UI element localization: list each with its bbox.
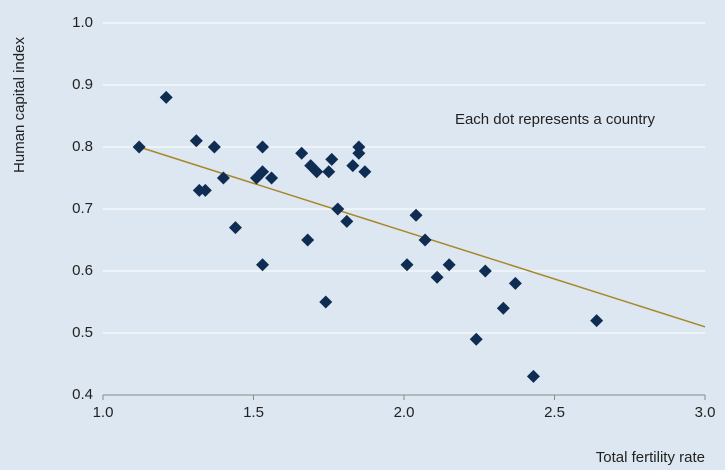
point <box>496 301 510 315</box>
x-tick-label: 2.0 <box>394 404 415 421</box>
y-tick-label: 0.6 <box>72 262 93 279</box>
y-tick-label: 0.9 <box>72 76 93 93</box>
point <box>256 258 270 272</box>
point <box>352 146 366 160</box>
point <box>331 202 345 216</box>
point <box>265 171 279 185</box>
point <box>526 369 540 383</box>
point <box>301 233 315 247</box>
y-tick-label: 0.8 <box>72 138 93 155</box>
point <box>400 258 414 272</box>
y-tick-label: 0.4 <box>72 386 93 403</box>
point <box>340 214 354 228</box>
y-tick-label: 0.5 <box>72 324 93 341</box>
point <box>132 140 146 154</box>
x-tick-label: 1.5 <box>243 404 264 421</box>
annotation: Each dot represents a country <box>455 111 656 128</box>
point <box>430 270 444 284</box>
point <box>325 152 339 166</box>
point <box>469 332 483 346</box>
point <box>478 264 492 278</box>
point <box>159 90 173 104</box>
point <box>442 258 456 272</box>
point <box>207 140 221 154</box>
y-tick-label: 1.0 <box>72 14 93 31</box>
y-tick-label: 0.7 <box>72 200 93 217</box>
point <box>322 165 336 179</box>
point <box>346 159 360 173</box>
point <box>590 314 604 328</box>
point <box>310 165 324 179</box>
y-axis-label: Human capital index <box>11 37 28 173</box>
point <box>295 146 309 160</box>
x-tick-label: 2.5 <box>544 404 565 421</box>
point <box>418 233 432 247</box>
x-axis-label: Total fertility rate <box>596 449 705 466</box>
point <box>256 165 270 179</box>
point <box>508 276 522 290</box>
point <box>216 171 230 185</box>
point <box>228 221 242 235</box>
point <box>189 134 203 148</box>
x-tick-label: 3.0 <box>695 404 716 421</box>
point <box>198 183 212 197</box>
point <box>256 140 270 154</box>
point <box>319 295 333 309</box>
point <box>358 165 372 179</box>
point <box>409 208 423 222</box>
x-tick-label: 1.0 <box>93 404 114 421</box>
